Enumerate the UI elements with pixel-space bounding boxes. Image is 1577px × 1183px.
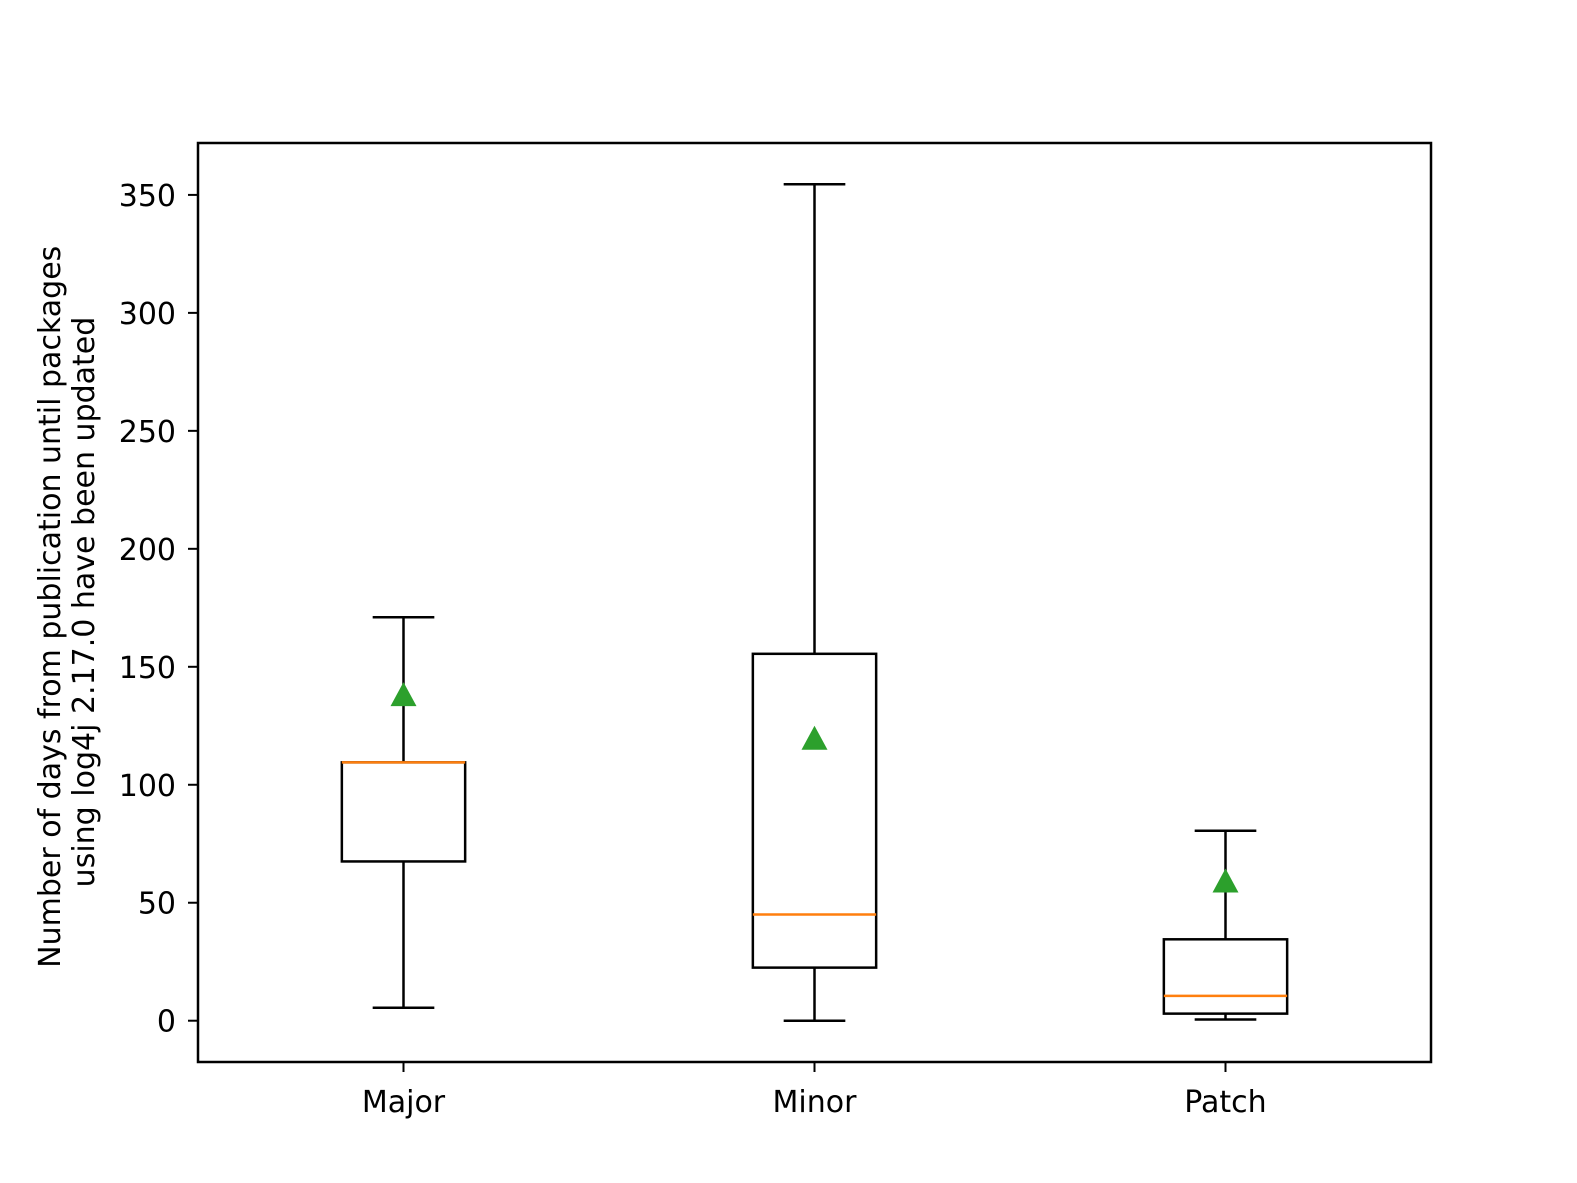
y-axis: 0 50 100 150 200 250 300 350: [119, 179, 198, 1040]
y-axis-label-line-1: Number of days from publication until pa…: [33, 246, 68, 968]
y-tick-label: 250: [119, 415, 176, 450]
y-tick-label: 300: [119, 297, 176, 332]
x-axis: Major Minor Patch: [362, 1062, 1267, 1120]
mean-marker: [390, 682, 417, 707]
box-iqr: [751, 652, 878, 969]
x-tick-label: Minor: [773, 1085, 858, 1120]
y-axis-label-line-2: using log4j 2.17.0 have been updated: [67, 317, 102, 888]
y-tick-label: 150: [119, 651, 176, 686]
x-tick-label: Major: [362, 1085, 446, 1120]
box-group-minor: [751, 183, 878, 1022]
box-group-patch: [1162, 829, 1289, 1021]
box-group-major: [340, 615, 467, 1009]
mean-marker: [801, 725, 828, 750]
box-iqr: [1162, 938, 1289, 1015]
y-tick-label: 350: [119, 179, 176, 214]
y-axis-label: Number of days from publication until pa…: [33, 236, 102, 968]
y-tick-label: 0: [157, 1005, 176, 1040]
box-iqr: [340, 761, 467, 863]
y-tick-label: 50: [138, 887, 176, 922]
y-tick-label: 100: [119, 769, 176, 804]
y-tick-label: 200: [119, 533, 176, 568]
x-tick-label: Patch: [1184, 1085, 1266, 1120]
plot-marks: [340, 183, 1289, 1022]
mean-marker: [1212, 868, 1239, 893]
